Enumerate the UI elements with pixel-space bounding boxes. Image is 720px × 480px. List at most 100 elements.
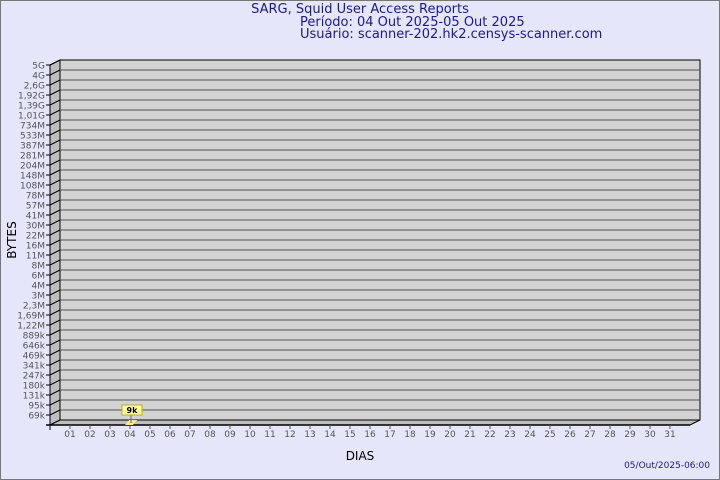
y-tick-label: 78M (26, 192, 45, 202)
gridline-side (49, 89, 61, 96)
x-tick-label: 08 (204, 430, 216, 440)
gridline-side (49, 379, 61, 386)
gridline-side (49, 249, 61, 256)
period-label: Período: 04 Out 2025-05 Out 2025 (300, 15, 525, 30)
y-tick-label: 57M (26, 202, 45, 212)
chart-title: SARG, Squid User Access Reports (251, 2, 469, 17)
data-label-box (121, 404, 143, 416)
y-tick-label: 148M (20, 172, 45, 182)
x-tick-label: 19 (424, 430, 436, 440)
data-label: 9k (127, 406, 139, 415)
gridline-side (49, 109, 61, 116)
gridline-side (49, 129, 61, 136)
x-tick-label: 28 (604, 430, 616, 440)
gridline-side (49, 169, 61, 176)
x-tick-label: 29 (624, 430, 636, 440)
y-axis-label: BYTES (5, 221, 19, 258)
y-tick-label: 533M (20, 132, 45, 142)
gridline-side (49, 149, 61, 156)
gridline-side (49, 359, 61, 366)
y-tick-label: 41M (26, 212, 45, 222)
y-tick-label: 734M (20, 122, 45, 132)
x-tick-label: 16 (364, 430, 376, 440)
y-tick-label: 2,3M (23, 302, 45, 312)
x-tick-label: 27 (584, 430, 595, 440)
x-tick-label: 25 (544, 430, 555, 440)
gridline-side (49, 369, 61, 376)
x-tick-label: 21 (464, 430, 475, 440)
x-tick-label: 05 (144, 430, 155, 440)
gridline-side (49, 119, 61, 126)
gridline-side (49, 269, 61, 276)
x-tick-label: 14 (324, 430, 336, 440)
y-tick-label: 341k (23, 362, 46, 372)
y-tick-label: 204M (20, 162, 45, 172)
y-tick-label: 22M (26, 232, 45, 242)
y-tick-label: 6M (32, 272, 46, 282)
y-tick-label: 1,69M (17, 312, 45, 322)
x-tick-label: 15 (344, 430, 355, 440)
x-tick-label: 10 (244, 430, 256, 440)
gridline-side (49, 279, 61, 286)
x-tick-label: 26 (564, 430, 576, 440)
gridline-side (49, 409, 61, 416)
y-tick-label: 469k (23, 352, 46, 362)
x-tick-label: 07 (184, 430, 195, 440)
gridline-side (49, 79, 61, 86)
y-tick-label: 131k (23, 392, 46, 402)
y-tick-label: 5G (32, 62, 45, 72)
gridline-side (49, 239, 61, 246)
y-tick-label: 108M (20, 182, 45, 192)
y-tick-label: 95k (28, 402, 45, 412)
x-tick-label: 17 (384, 430, 395, 440)
gridline-side (49, 199, 61, 206)
x-tick-label: 11 (264, 430, 275, 440)
gridline-side (49, 99, 61, 106)
x-tick-label: 01 (64, 430, 75, 440)
y-tick-label: 11M (26, 252, 45, 262)
generated-timestamp: 05/Out/2025-06:00 (624, 461, 710, 471)
gridline-side (49, 319, 61, 326)
user-label: Usuário: scanner-202.hk2.censys-scanner.… (300, 27, 603, 42)
gridline-side (49, 399, 61, 406)
gridline-side (49, 189, 61, 196)
x-tick-label: 18 (404, 430, 416, 440)
gridline-side (49, 69, 61, 76)
x-tick-label: 12 (284, 430, 295, 440)
x-tick-label: 06 (164, 430, 176, 440)
y-tick-label: 3M (32, 292, 46, 302)
y-tick-label: 69k (28, 412, 45, 422)
gridline-side (49, 349, 61, 356)
x-tick-label: 04 (124, 430, 136, 440)
y-tick-label: 889k (23, 332, 46, 342)
gridline-side (49, 179, 61, 186)
x-tick-label: 20 (444, 430, 456, 440)
y-tick-label: 2,6G (24, 82, 45, 92)
x-tick-label: 09 (224, 430, 236, 440)
y-tick-label: 387M (20, 142, 45, 152)
y-tick-label: 180k (23, 382, 46, 392)
y-tick-label: 1,22M (17, 322, 45, 332)
x-axis-label: DIAS (346, 449, 375, 463)
y-tick-label: 30M (26, 222, 45, 232)
gridline-side (49, 219, 61, 226)
y-tick-label: 247k (23, 372, 46, 382)
y-tick-label: 646k (23, 342, 46, 352)
x-tick-label: 31 (664, 430, 675, 440)
gridline-side (49, 289, 61, 296)
y-tick-label: 1,39G (18, 102, 45, 112)
x-tick-label: 23 (504, 430, 515, 440)
x-tick-label: 22 (484, 430, 495, 440)
y-tick-label: 1,92G (18, 92, 45, 102)
y-tick-label: 1,01G (18, 112, 45, 122)
gridline-side (49, 229, 61, 236)
x-tick-label: 30 (644, 430, 656, 440)
gridline-side (49, 159, 61, 166)
y-tick-label: 4M (32, 282, 46, 292)
gridline-side (49, 139, 61, 146)
gridline-side (49, 389, 61, 396)
x-tick-label: 24 (524, 430, 536, 440)
y-tick-label: 281M (20, 152, 45, 162)
gridline-side (49, 259, 61, 266)
